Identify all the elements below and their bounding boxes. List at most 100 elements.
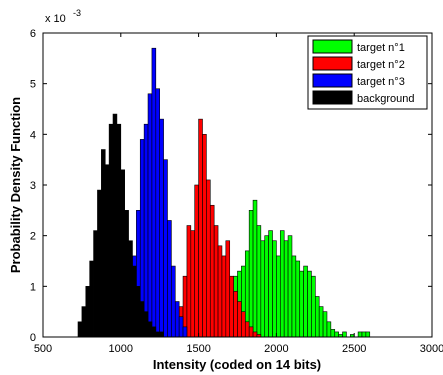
histogram-bar-series-4-bin-13 <box>124 210 129 338</box>
y-tick-label-7: 6 <box>30 28 36 40</box>
histogram-bar-series-2-bin-4 <box>186 225 192 338</box>
histogram-bar-series-1-bin-20 <box>303 265 308 338</box>
y-scale-base: x 10 <box>45 13 66 25</box>
histogram-bar-series-3-bin-14 <box>178 316 184 338</box>
x-axis-title: Intensity (coded on 14 bits) <box>153 357 321 372</box>
histogram-bar-series-1-bin-30 <box>342 331 347 338</box>
histogram-bar-series-4-bin-17 <box>139 301 145 338</box>
histogram-bar-series-2-bin-16 <box>233 291 238 338</box>
y-tick-label-5: 4 <box>30 129 36 141</box>
histogram-bar-series-4-bin-6 <box>97 189 102 338</box>
histogram-bar-series-2-bin-14 <box>225 240 231 338</box>
histogram-bar-series-1-bin-19 <box>299 270 304 338</box>
histogram-bar-series-4-bin-3 <box>85 286 90 338</box>
histogram-bar-series-1-bin-8 <box>256 225 262 338</box>
histogram-bar-series-4-bin-2 <box>81 306 87 338</box>
histogram-bar-series-1-bin-13 <box>276 255 281 338</box>
legend-swatch-background <box>312 90 353 105</box>
axis-ticks: 500 1000 1500 2000 2500 3000 0 1 2 3 4 5 6 <box>30 28 443 355</box>
histogram-bar-series-2-bin-9 <box>206 179 211 338</box>
histogram-bar-series-2-bin-20 <box>248 326 254 338</box>
histogram-bar-series-2-bin-21 <box>252 331 258 338</box>
histogram-bar-series-3-bin-15 <box>182 326 188 338</box>
histogram-bar-series-1-bin-25 <box>322 311 328 338</box>
histogram-bar-series-4-bin-22 <box>159 331 164 338</box>
legend-label-background: background <box>357 93 415 105</box>
histogram-bar-series-4-bin-1 <box>77 321 83 338</box>
legend-swatch-target-2 <box>312 56 353 71</box>
histogram-bar-series-1-bin-12 <box>272 240 277 338</box>
histogram-bar-series-2-bin-19 <box>244 321 250 338</box>
histogram-bar-series-1-bin-32 <box>357 331 363 338</box>
histogram-bar-series-1-bin-14 <box>279 230 285 338</box>
histogram-bar-series-4-bin-21 <box>155 331 160 338</box>
legend-label-target-3: target n°3 <box>357 76 405 88</box>
histogram-bar-series-4-bin-8 <box>104 164 110 338</box>
histogram-bar-series-4-bin-14 <box>128 240 133 338</box>
histogram-bar-series-4-bin-9 <box>108 123 114 338</box>
chart-legend: target n°1 target n°2 target n°3 backgro… <box>307 35 428 110</box>
x-tick-label-4: 2000 <box>264 343 288 355</box>
histogram-bar-series-4-bin-7 <box>101 149 106 338</box>
histogram-bar-series-4-bin-16 <box>136 286 141 338</box>
histogram-bar-series-2-bin-7 <box>198 118 203 338</box>
histogram-bar-series-3-bin-7 <box>151 47 157 338</box>
y-tick-label-4: 3 <box>30 180 36 192</box>
histogram-bar-series-2-bin-15 <box>229 275 234 338</box>
histogram-bar-series-1-bin-11 <box>268 230 273 338</box>
histogram-bar-series-1-bin-9 <box>260 240 266 338</box>
histogram-bar-series-1-bin-27 <box>330 329 336 338</box>
histogram-bar-series-1-bin-7 <box>252 199 258 338</box>
histogram-bar-series-1-bin-24 <box>318 306 324 338</box>
x-tick-label-1: 500 <box>34 343 52 355</box>
y-tick-label-3: 2 <box>30 231 36 243</box>
x-tick-label-3: 1500 <box>186 343 210 355</box>
histogram-bar-series-4-bin-4 <box>89 260 94 338</box>
histogram-bar-series-1-bin-33 <box>361 331 367 338</box>
histogram-bar-series-2-bin-11 <box>213 225 219 338</box>
histogram-bar-series-1-bin-6 <box>248 210 254 338</box>
histogram-bar-series-1-bin-26 <box>326 321 332 338</box>
y-axis-title: Probability Density Function <box>8 97 23 273</box>
legend-swatch-target-1 <box>312 39 353 54</box>
histogram-bar-series-4-bin-19 <box>147 321 153 338</box>
histogram-bar-series-4-bin-12 <box>120 169 125 338</box>
histogram-bar-series-1-bin-21 <box>307 270 312 338</box>
histogram-bar-series-1-bin-17 <box>291 255 297 338</box>
legend-swatch-target-3 <box>312 73 353 88</box>
histogram-bar-series-2-bin-18 <box>241 311 246 338</box>
x-tick-label-5: 2500 <box>342 343 366 355</box>
histogram-bar-series-1-bin-23 <box>314 296 320 338</box>
legend-label-target-2: target n°2 <box>357 59 405 71</box>
histogram-bar-series-3-bin-8 <box>155 88 160 338</box>
histogram-bar-series-2-bin-8 <box>202 134 207 338</box>
histogram-bar-series-4-bin-15 <box>132 265 137 338</box>
histogram-bar-series-2-bin-13 <box>221 255 227 338</box>
histogram-bar-series-2-bin-5 <box>190 230 196 338</box>
legend-label-target-1: target n°1 <box>357 42 405 54</box>
histogram-bar-series-4-bin-10 <box>112 113 118 338</box>
histogram-bar-series-3-bin-11 <box>167 220 172 338</box>
histogram-bar-series-1-bin-16 <box>287 235 293 338</box>
y-scale-exponent: -3 <box>73 8 81 18</box>
histogram-bar-series-4-bin-11 <box>116 123 122 338</box>
x-tick-label-2: 1000 <box>109 343 133 355</box>
x-tick-label-6: 3000 <box>420 343 443 355</box>
histogram-bar-series-2-bin-10 <box>209 204 215 338</box>
histogram-bar-series-4-bin-5 <box>93 230 98 338</box>
histogram-bar-series-4-bin-18 <box>143 311 149 338</box>
histogram-bar-series-3-bin-6 <box>147 93 153 338</box>
histogram-bar-series-1-bin-10 <box>264 235 269 338</box>
histogram-bar-series-1-bin-34 <box>365 331 371 338</box>
histogram-bar-series-3-bin-12 <box>171 265 176 338</box>
histogram-bar-series-2-bin-12 <box>217 245 223 338</box>
y-tick-label-2: 1 <box>30 281 36 293</box>
histogram-bar-series-1-bin-15 <box>283 240 289 338</box>
histogram-bar-series-3-bin-9 <box>159 118 164 338</box>
histogram-bar-series-3-bin-13 <box>174 301 180 338</box>
histogram-bar-series-3-bin-5 <box>143 123 149 338</box>
histogram-bar-series-2-bin-6 <box>194 184 199 338</box>
histogram-bar-series-1-bin-22 <box>311 275 316 338</box>
histogram-bar-series-2-bin-17 <box>237 301 242 338</box>
